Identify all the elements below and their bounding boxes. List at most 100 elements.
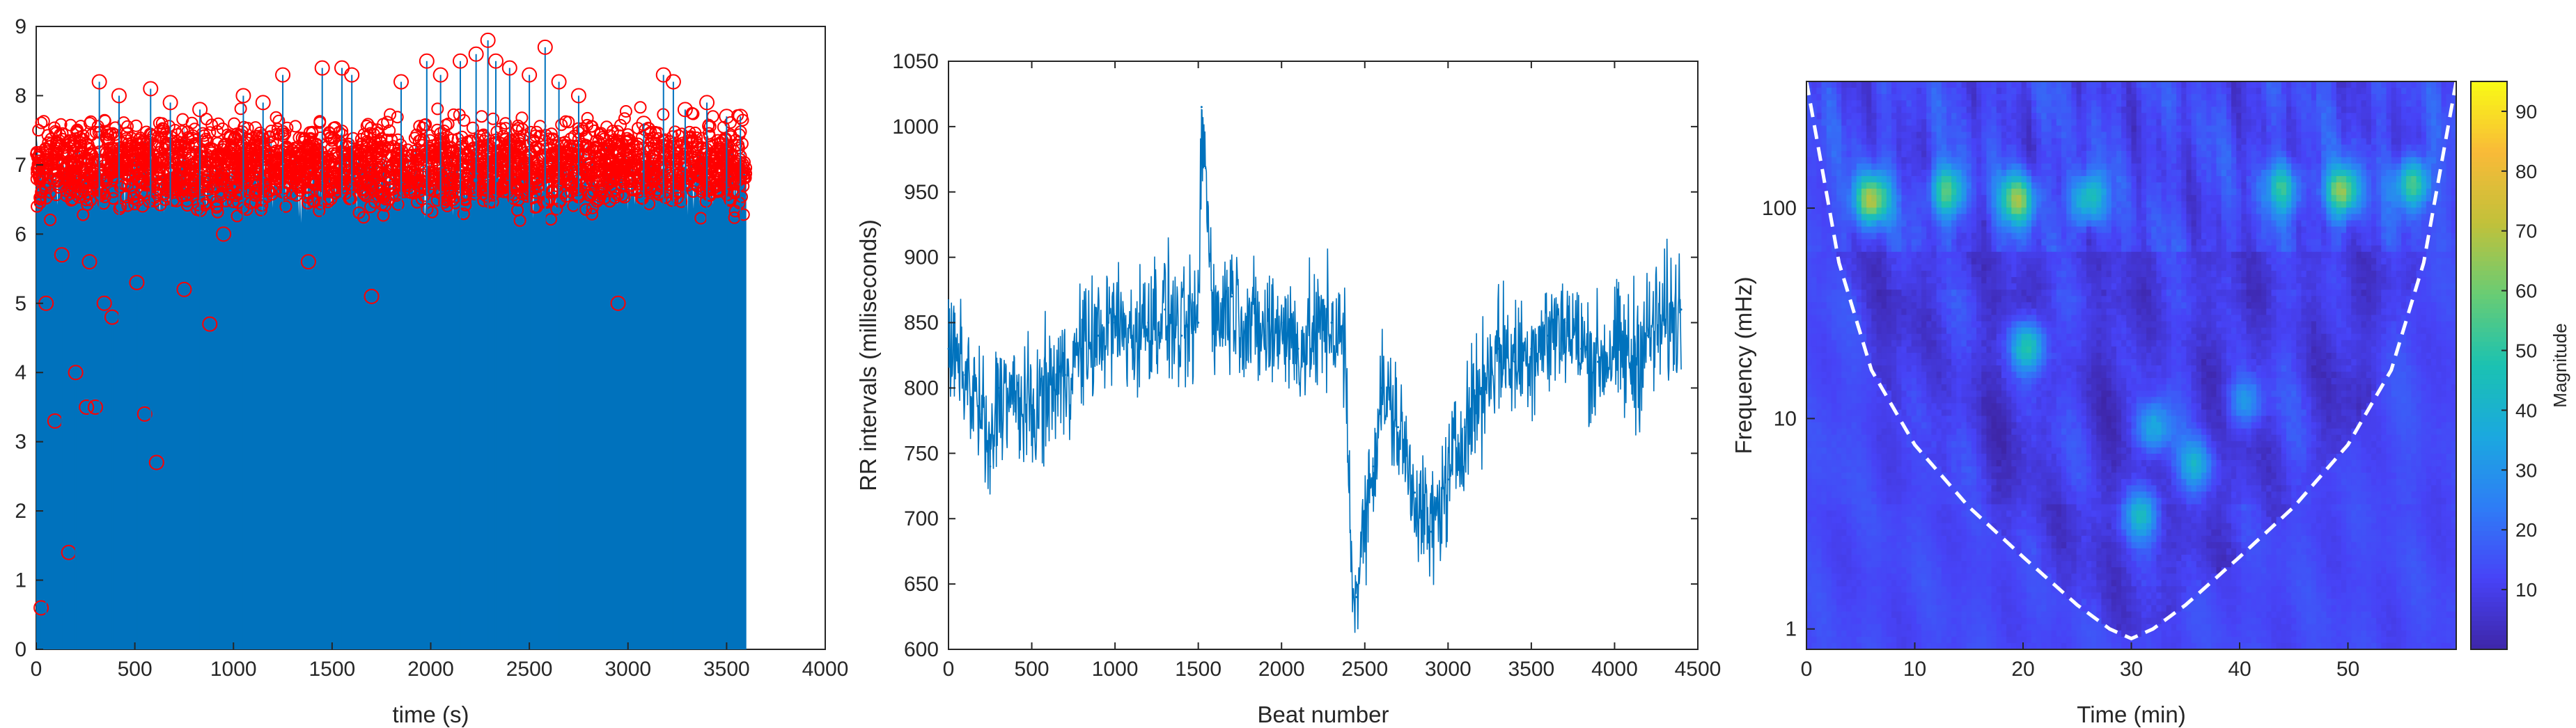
scalogram-cell bbox=[2066, 125, 2072, 133]
scalogram-cell bbox=[1986, 100, 1992, 108]
marker-circle bbox=[234, 102, 247, 116]
scalogram-cell bbox=[2111, 88, 2117, 95]
scalogram-cell bbox=[1891, 100, 1897, 108]
scalogram-cell bbox=[2226, 88, 2232, 95]
scalogram-cell bbox=[2041, 113, 2047, 120]
scalogram-cell bbox=[2161, 138, 2167, 145]
scalogram-cell bbox=[2391, 106, 2397, 114]
scalogram-cell bbox=[2001, 176, 2007, 183]
scalogram-cell bbox=[2331, 100, 2337, 108]
scalogram-cell bbox=[2321, 88, 2327, 95]
scalogram-cell bbox=[2311, 176, 2317, 183]
scalogram-cell bbox=[2161, 88, 2167, 95]
scalogram-cell bbox=[2066, 132, 2072, 139]
scalogram-cell bbox=[1926, 81, 1933, 88]
scalogram-cell bbox=[1881, 144, 1887, 152]
scalogram-cell bbox=[1876, 81, 1882, 88]
scalogram-cell bbox=[1866, 150, 1873, 158]
scalogram-cell bbox=[2166, 176, 2172, 183]
scalogram-cell bbox=[2131, 94, 2137, 101]
scalogram-cell bbox=[2406, 100, 2412, 108]
scalogram-cell bbox=[1851, 176, 1857, 183]
scalogram-cell bbox=[1966, 94, 1972, 101]
scalogram-cell bbox=[2286, 94, 2292, 101]
scalogram-cell bbox=[2276, 119, 2282, 127]
scalogram-cell bbox=[2251, 176, 2257, 183]
scalogram-cell bbox=[2191, 106, 2197, 114]
scalogram-cell bbox=[2021, 138, 2027, 145]
scalogram-cell bbox=[2166, 100, 2172, 108]
scalogram-cell bbox=[2251, 138, 2257, 145]
scalogram-cell bbox=[2111, 100, 2117, 108]
scalogram-cell bbox=[1901, 113, 1907, 120]
scalogram-cell bbox=[2316, 169, 2322, 177]
scalogram-cell bbox=[2076, 144, 2082, 152]
scalogram-cell bbox=[2111, 119, 2117, 127]
scalogram-cell bbox=[2301, 81, 2307, 88]
scalogram-cell bbox=[2446, 94, 2452, 101]
scalogram-cell bbox=[2381, 81, 2387, 88]
scalogram-cell bbox=[1961, 125, 1967, 133]
scalogram-cell bbox=[2346, 132, 2352, 139]
scalogram-cell bbox=[2286, 150, 2292, 158]
scalogram-cell bbox=[2041, 81, 2047, 88]
data-point bbox=[1364, 517, 1366, 520]
scalogram-cell bbox=[1961, 119, 1967, 127]
scalogram-cell bbox=[1811, 144, 1818, 152]
scalogram-cell bbox=[2146, 100, 2152, 108]
scalogram-cell bbox=[1841, 88, 1848, 95]
scalogram-cell bbox=[2086, 106, 2092, 114]
scalogram-cell bbox=[2411, 94, 2417, 101]
scalogram-cell bbox=[2411, 132, 2417, 139]
scalogram-cell bbox=[1901, 81, 1907, 88]
scalogram-cell bbox=[1866, 163, 1873, 171]
scalogram-cell bbox=[2126, 125, 2132, 133]
scalogram-cell bbox=[1931, 144, 1937, 152]
scalogram-cell bbox=[2036, 150, 2043, 158]
scalogram-cell bbox=[1941, 113, 1947, 120]
scalogram-cell bbox=[2026, 157, 2032, 164]
scalogram-cell bbox=[1836, 88, 1843, 95]
scalogram-cell bbox=[2071, 138, 2077, 145]
scalogram-cell bbox=[2196, 94, 2202, 101]
scalogram-cell bbox=[2081, 106, 2087, 114]
scalogram-cell bbox=[2096, 100, 2102, 108]
scalogram-cell bbox=[2101, 150, 2107, 158]
scalogram-cell bbox=[2251, 81, 2257, 88]
x-tick-label: 2000 bbox=[1258, 658, 1305, 681]
data-point bbox=[1200, 106, 1203, 109]
scalogram-cell bbox=[2386, 163, 2392, 171]
scalogram-cell bbox=[2276, 100, 2282, 108]
scalogram-cell bbox=[2036, 119, 2043, 127]
scalogram-cell bbox=[1826, 94, 1832, 101]
scalogram-cell bbox=[1871, 144, 1878, 152]
scalogram-cell bbox=[2396, 163, 2402, 171]
rr-interval-axes: 0 500 1000 1500 2000 2500 3000 3500 4000 45006006… bbox=[892, 50, 1721, 681]
scalogram-cell bbox=[1866, 113, 1873, 120]
scalogram-cell bbox=[1846, 176, 1852, 183]
scalogram-cell bbox=[2011, 100, 2017, 108]
scalogram-cell bbox=[2376, 81, 2382, 88]
scalogram-cell bbox=[1856, 176, 1862, 183]
scalogram-cell bbox=[2356, 138, 2362, 145]
scalogram-cell bbox=[1896, 106, 1903, 114]
scalogram-cell bbox=[1941, 132, 1947, 139]
scalogram-cell bbox=[2251, 150, 2257, 158]
scalogram-cell bbox=[1936, 176, 1942, 183]
scalogram-cell bbox=[2231, 163, 2237, 171]
scalogram-cell bbox=[1971, 176, 1977, 183]
scalogram-cell bbox=[1826, 157, 1832, 164]
scalogram-cell bbox=[2121, 169, 2128, 177]
scalogram-cell bbox=[2186, 81, 2192, 88]
scalogram-cell bbox=[2051, 94, 2057, 101]
scalogram-cell bbox=[2016, 94, 2022, 101]
scalogram-cell bbox=[2316, 138, 2322, 145]
scalogram-cell bbox=[2241, 144, 2247, 152]
scalogram-cell bbox=[2411, 144, 2417, 152]
scalogram-cell bbox=[1811, 169, 1818, 177]
data-point bbox=[1297, 347, 1299, 350]
scalogram-cell bbox=[2161, 113, 2167, 120]
scalogram-cell bbox=[1891, 125, 1897, 133]
scalogram-cell bbox=[1901, 132, 1907, 139]
scalogram-cell bbox=[2256, 94, 2262, 101]
